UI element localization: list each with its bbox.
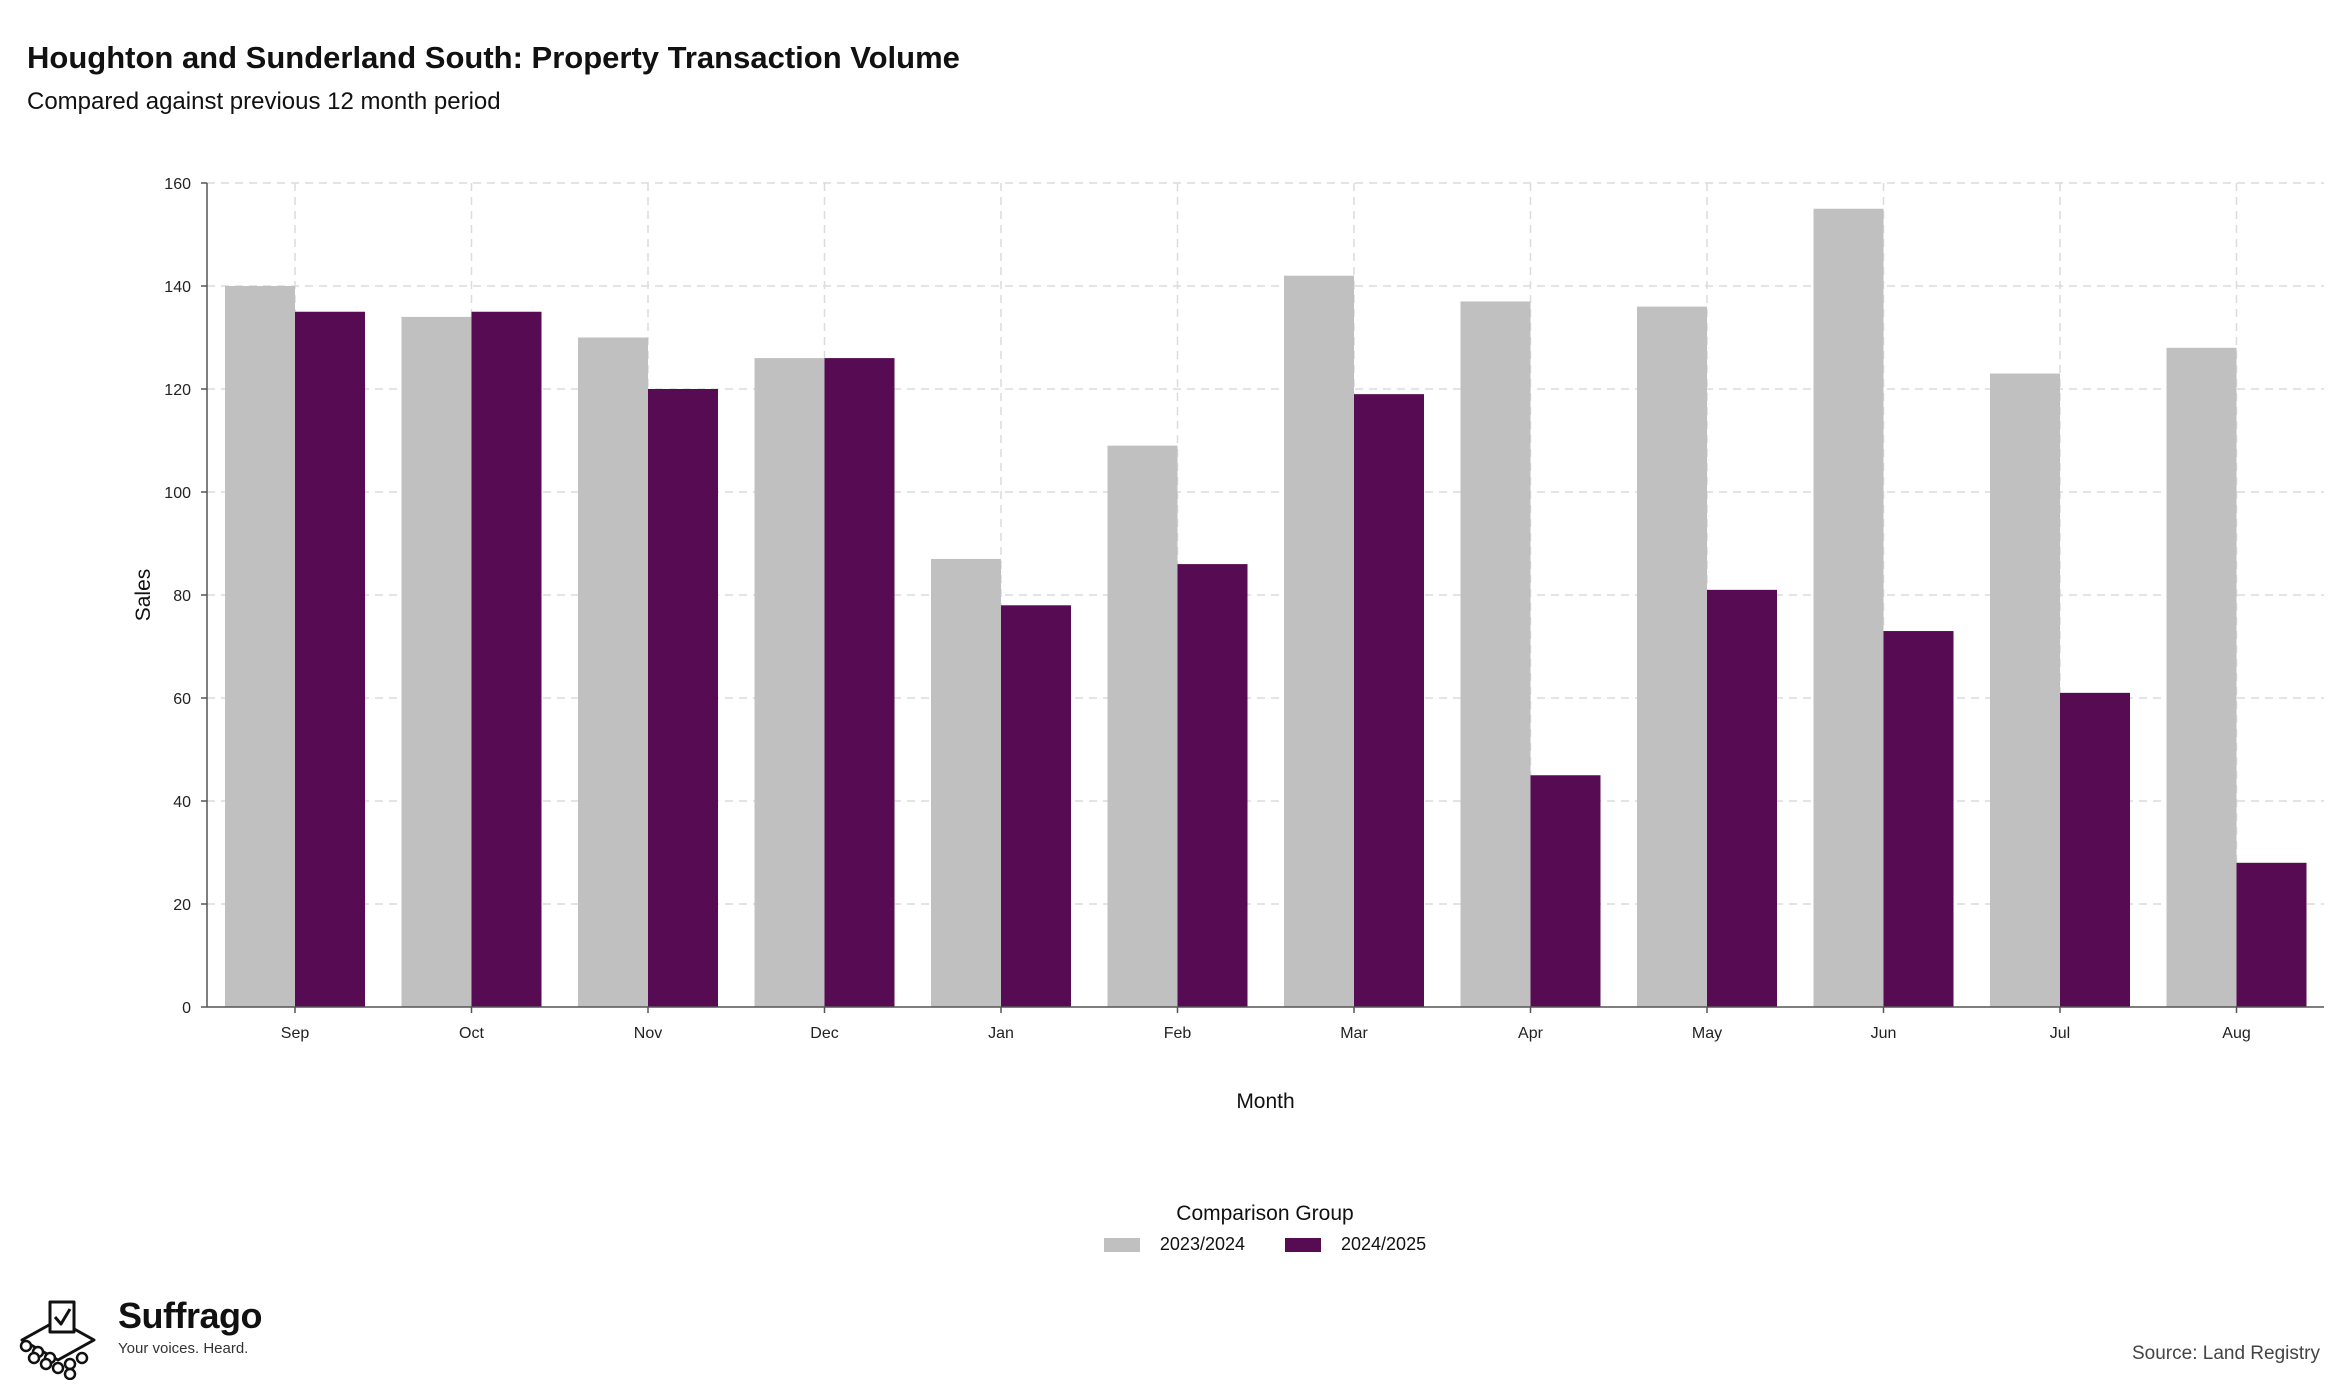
bar-2023-2024-sep <box>225 286 295 1007</box>
bar-2023-2024-feb <box>1107 445 1178 1007</box>
x-tick-label: Dec <box>810 1025 838 1042</box>
bar-2023-2024-dec <box>754 358 825 1008</box>
bar-2023-2024-jun <box>1813 208 1884 1007</box>
legend-label: 2023/2024 <box>1159 1234 1245 1254</box>
x-tick-label: Mar <box>1340 1025 1368 1042</box>
bar-2024-2025-oct <box>471 311 542 1007</box>
bars <box>225 208 2307 1008</box>
bar-2024-2025-may <box>1707 589 1777 1007</box>
legend-label: 2024/2025 <box>1341 1234 1427 1254</box>
legend-swatch <box>1103 1237 1140 1252</box>
y-axis-title: Sales <box>132 569 155 622</box>
y-tick-label: 80 <box>173 588 191 605</box>
x-tick-label: Aug <box>2222 1025 2250 1042</box>
axes: 0 20 40 60 80 100 120 140 160 Sep Oct Nov Dec Jan Feb M… <box>164 176 2324 1042</box>
y-tick-label: 160 <box>164 176 191 193</box>
bar-2024-2025-mar <box>1354 394 1424 1007</box>
x-tick-label: Sep <box>281 1025 310 1042</box>
bar-2023-2024-nov <box>578 337 648 1007</box>
bar-2023-2024-aug <box>2166 347 2237 1007</box>
bar-2024-2025-aug <box>2236 862 2307 1007</box>
bar-2024-2025-sep <box>295 311 365 1007</box>
legend-item-2023-2024: 2023/2024 <box>1103 1234 1245 1255</box>
bar-chart: 0 20 40 60 80 100 120 140 160 Sep Oct Nov Dec Jan Feb M… <box>132 176 2324 1113</box>
legend-swatch <box>1285 1237 1321 1252</box>
bar-2024-2025-apr <box>1530 775 1601 1007</box>
chart-title: Houghton and Sunderland South: Property … <box>27 40 960 75</box>
y-tick-label: 140 <box>164 279 191 296</box>
bar-2024-2025-jul <box>2060 692 2130 1007</box>
bar-2024-2025-jan <box>1001 605 1071 1007</box>
bar-2023-2024-mar <box>1284 275 1354 1007</box>
bar-2023-2024-jan <box>931 558 1001 1007</box>
bar-2024-2025-nov <box>648 389 718 1007</box>
y-tick-label: 20 <box>173 897 191 914</box>
x-axis-title: Month <box>1236 1090 1294 1113</box>
legend-item-2024-2025: 2024/2025 <box>1285 1234 1426 1255</box>
y-tick-label: 120 <box>164 382 191 399</box>
y-tick-label: 40 <box>173 794 191 811</box>
legend: Comparison Group 2023/2024 2024/2025 <box>1000 1202 1530 1255</box>
chart-subtitle: Compared against previous 12 month perio… <box>27 88 501 115</box>
bar-2023-2024-apr <box>1460 301 1531 1007</box>
brand-name: Suffrago <box>118 1295 263 1336</box>
x-tick-label: Jun <box>1871 1025 1897 1042</box>
brand-logo: Suffrago Your voices. Heard. <box>14 1295 263 1385</box>
bar-2024-2025-dec <box>824 358 895 1008</box>
x-tick-label: Jan <box>988 1025 1014 1042</box>
y-tick-label: 100 <box>164 485 191 502</box>
x-tick-label: Apr <box>1518 1025 1544 1042</box>
x-tick-label: May <box>1692 1025 1722 1042</box>
ballot-box-icon <box>14 1296 110 1385</box>
bar-2024-2025-jun <box>1883 631 1954 1007</box>
bar-2024-2025-feb <box>1177 564 1248 1007</box>
x-tick-label: Jul <box>2050 1025 2070 1042</box>
legend-title: Comparison Group <box>1176 1202 1354 1225</box>
brand-tagline: Your voices. Heard. <box>118 1340 249 1357</box>
y-tick-label: 60 <box>173 691 191 708</box>
y-tick-label: 0 <box>182 1000 191 1017</box>
bar-2023-2024-may <box>1637 306 1707 1008</box>
bar-2023-2024-oct <box>401 316 472 1007</box>
source-note: Source: Land Registry <box>2132 1343 2320 1364</box>
bar-2023-2024-jul <box>1990 373 2060 1007</box>
x-tick-label: Oct <box>459 1025 484 1042</box>
x-tick-label: Feb <box>1164 1025 1192 1042</box>
x-tick-label: Nov <box>634 1025 662 1042</box>
